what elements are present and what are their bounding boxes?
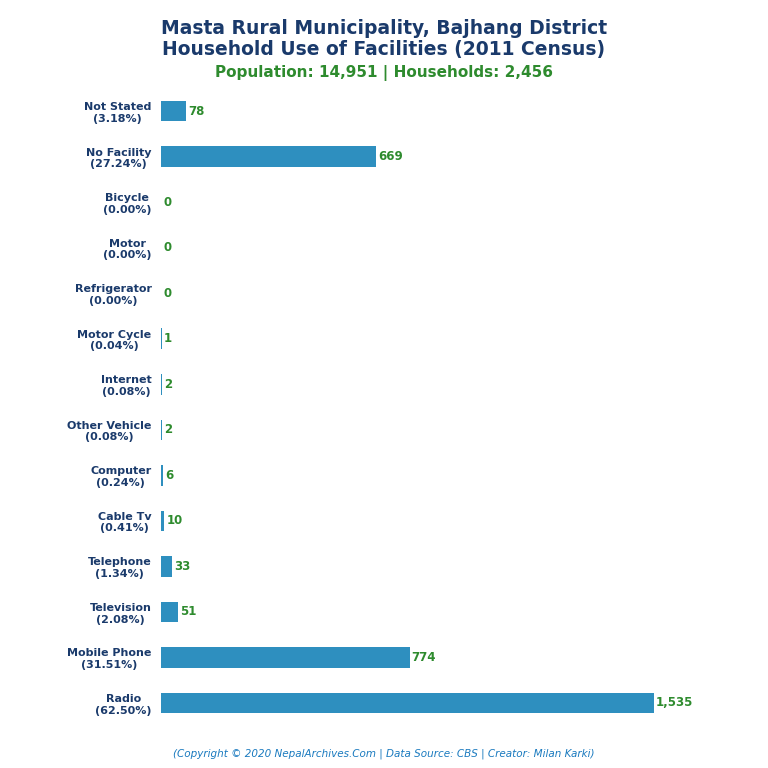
Text: 774: 774 bbox=[412, 651, 436, 664]
Text: 1,535: 1,535 bbox=[656, 697, 693, 710]
Text: Household Use of Facilities (2011 Census): Household Use of Facilities (2011 Census… bbox=[163, 40, 605, 59]
Bar bbox=[161, 647, 409, 667]
Text: 33: 33 bbox=[174, 560, 190, 573]
Text: Masta Rural Municipality, Bajhang District: Masta Rural Municipality, Bajhang Distri… bbox=[161, 19, 607, 38]
Bar bbox=[161, 147, 376, 167]
Bar bbox=[161, 465, 164, 485]
Text: Population: 14,951 | Households: 2,456: Population: 14,951 | Households: 2,456 bbox=[215, 65, 553, 81]
Bar bbox=[161, 511, 164, 531]
Text: 1: 1 bbox=[164, 333, 172, 346]
Bar bbox=[161, 693, 654, 713]
Text: 10: 10 bbox=[167, 515, 183, 528]
Text: 0: 0 bbox=[164, 196, 171, 209]
Text: (Copyright © 2020 NepalArchives.Com | Data Source: CBS | Creator: Milan Karki): (Copyright © 2020 NepalArchives.Com | Da… bbox=[174, 748, 594, 759]
Text: 0: 0 bbox=[164, 241, 171, 254]
Text: 669: 669 bbox=[378, 150, 402, 163]
Text: 6: 6 bbox=[165, 468, 174, 482]
Text: 51: 51 bbox=[180, 605, 196, 618]
Text: 78: 78 bbox=[188, 104, 204, 118]
Text: 2: 2 bbox=[164, 378, 172, 391]
Text: 2: 2 bbox=[164, 423, 172, 436]
Bar bbox=[161, 556, 172, 577]
Text: 0: 0 bbox=[164, 286, 171, 300]
Bar bbox=[161, 101, 187, 121]
Bar bbox=[161, 601, 177, 622]
